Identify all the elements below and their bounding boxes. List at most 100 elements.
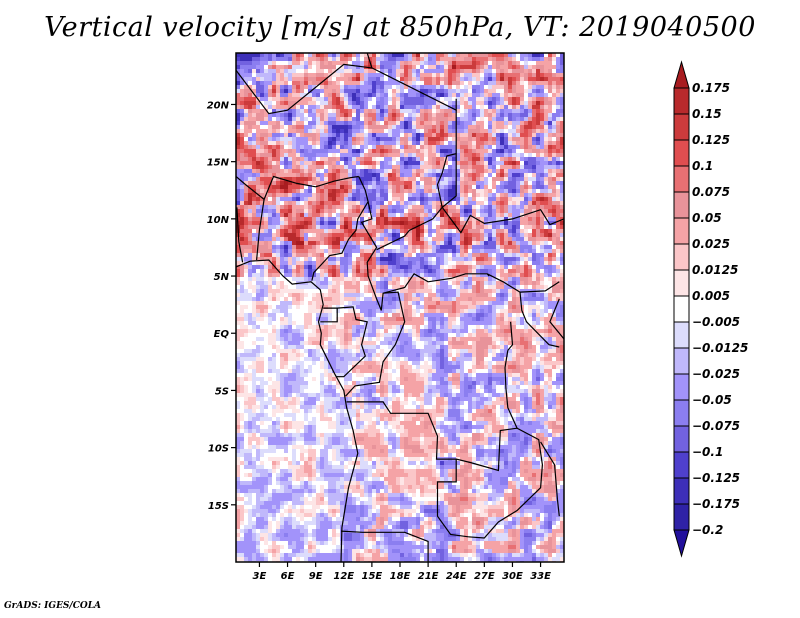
field-cell (344, 193, 348, 197)
field-cell (304, 209, 308, 213)
field-cell (548, 117, 552, 121)
field-cell (484, 269, 488, 273)
field-cell (544, 169, 548, 173)
field-cell (400, 97, 404, 101)
field-cell (288, 85, 292, 89)
field-cell (320, 293, 324, 297)
field-cell (500, 277, 504, 281)
field-cell (512, 309, 516, 313)
field-cell (240, 193, 244, 197)
field-cell (436, 205, 440, 209)
field-cell (256, 221, 260, 225)
field-cell (352, 165, 356, 169)
field-cell (532, 277, 536, 281)
field-cell (556, 209, 560, 213)
field-cell (436, 241, 440, 245)
field-cell (384, 133, 388, 137)
field-cell (552, 233, 556, 237)
field-cell (236, 273, 240, 277)
field-cell (480, 297, 484, 301)
field-cell (460, 289, 464, 293)
field-cell (296, 113, 300, 117)
field-cell (424, 173, 428, 177)
field-cell (352, 213, 356, 217)
field-cell (260, 265, 264, 269)
field-cell (352, 153, 356, 157)
field-cell (436, 85, 440, 89)
field-cell (420, 293, 424, 297)
field-cell (496, 233, 500, 237)
field-cell (452, 193, 456, 197)
field-cell (428, 105, 432, 109)
field-cell (464, 101, 468, 105)
field-cell (424, 205, 428, 209)
field-cell (488, 289, 492, 293)
field-cell (264, 185, 268, 189)
field-cell (272, 249, 276, 253)
field-cell (292, 169, 296, 173)
field-cell (432, 245, 436, 249)
field-cell (412, 293, 416, 297)
field-cell (464, 225, 468, 229)
field-cell (472, 217, 476, 221)
field-cell (348, 281, 352, 285)
field-cell (284, 193, 288, 197)
field-cell (408, 125, 412, 129)
field-cell (512, 117, 516, 121)
field-cell (496, 261, 500, 265)
field-cell (448, 225, 452, 229)
field-cell (556, 197, 560, 201)
field-cell (532, 297, 536, 301)
field-cell (372, 137, 376, 141)
field-cell (420, 161, 424, 165)
field-cell (508, 173, 512, 177)
field-cell (460, 157, 464, 161)
field-cell (540, 61, 544, 65)
field-cell (260, 93, 264, 97)
field-cell (528, 121, 532, 125)
field-cell (556, 245, 560, 249)
field-cell (444, 289, 448, 293)
field-cell (520, 177, 524, 181)
field-cell (384, 81, 388, 85)
field-cell (476, 149, 480, 153)
field-cell (408, 133, 412, 137)
field-cell (352, 117, 356, 121)
field-cell (348, 145, 352, 149)
field-cell (512, 85, 516, 89)
field-cell (480, 305, 484, 309)
field-cell (536, 273, 540, 277)
field-cell (556, 153, 560, 157)
field-cell (448, 73, 452, 77)
field-cell (432, 125, 436, 129)
field-cell (432, 157, 436, 161)
field-cell (324, 249, 328, 253)
field-cell (480, 177, 484, 181)
field-cell (484, 217, 488, 221)
field-cell (380, 273, 384, 277)
field-cell (316, 257, 320, 261)
field-cell (544, 129, 548, 133)
field-cell (528, 213, 532, 217)
field-cell (548, 113, 552, 117)
field-cell (248, 101, 252, 105)
field-cell (444, 213, 448, 217)
field-cell (472, 197, 476, 201)
field-cell (424, 129, 428, 133)
field-cell (244, 157, 248, 161)
field-cell (480, 209, 484, 213)
field-cell (244, 65, 248, 69)
field-cell (404, 273, 408, 277)
field-cell (276, 89, 280, 93)
field-cell (548, 233, 552, 237)
field-cell (424, 269, 428, 273)
field-cell (344, 73, 348, 77)
field-cell (472, 305, 476, 309)
field-cell (540, 57, 544, 61)
field-cell (364, 109, 368, 113)
field-cell (544, 109, 548, 113)
field-cell (248, 133, 252, 137)
field-cell (528, 209, 532, 213)
field-cell (416, 69, 420, 73)
field-cell (460, 309, 464, 313)
